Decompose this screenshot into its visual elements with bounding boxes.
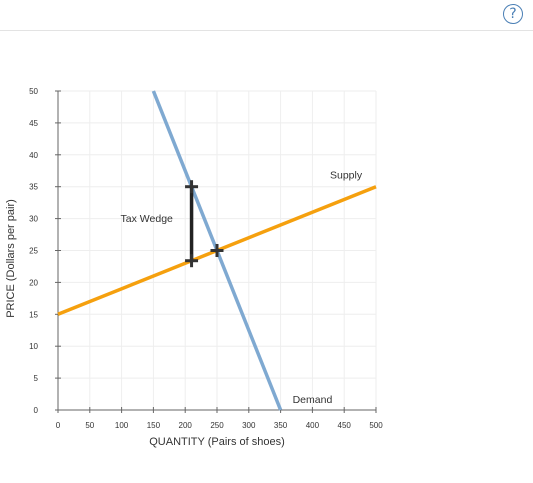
x-tick-label: 150 — [147, 421, 161, 430]
help-button[interactable]: ? — [503, 4, 523, 24]
x-tick-label: 300 — [242, 421, 256, 430]
question-circle-icon: ? — [509, 6, 517, 22]
y-tick-label: 20 — [29, 278, 38, 287]
x-tick-label: 100 — [115, 421, 129, 430]
y-tick-label: 25 — [29, 247, 38, 256]
x-tick-label: 250 — [210, 421, 224, 430]
grid-layer — [57, 90, 377, 411]
supply-label: Supply — [330, 170, 363, 182]
y-tick-label: 0 — [34, 406, 39, 415]
x-tick-label: 0 — [56, 421, 61, 430]
y-axis-title: PRICE (Dollars per pair) — [5, 199, 17, 318]
y-tick-label: 50 — [29, 87, 38, 96]
point-marker — [210, 244, 224, 257]
top-toolbar: ? — [0, 0, 533, 31]
tax-wedge-label: Tax Wedge — [121, 213, 173, 225]
x-tick-label: 450 — [338, 421, 352, 430]
y-tick-label: 10 — [29, 342, 38, 351]
x-tick-label: 400 — [306, 421, 320, 430]
x-tick-label: 500 — [369, 421, 383, 430]
y-tick-label: 40 — [29, 151, 38, 160]
x-tick-label: 200 — [179, 421, 193, 430]
y-tick-label: 15 — [29, 310, 38, 319]
demand-label: Demand — [293, 394, 333, 406]
y-tick-label: 5 — [34, 374, 39, 383]
x-axis-title: QUANTITY (Pairs of shoes) — [149, 436, 285, 448]
marker-layer — [185, 180, 224, 268]
y-tick-label: 45 — [29, 119, 38, 128]
x-tick-label: 350 — [274, 421, 288, 430]
y-tick-label: 35 — [29, 183, 38, 192]
axis-layer: 0 50 100 150 200 250 300 350 400 450 500 0 5 10 15 20 25… — [5, 87, 383, 448]
point-marker — [185, 180, 199, 194]
x-tick-label: 50 — [85, 421, 94, 430]
point-marker — [185, 254, 199, 268]
y-tick-label: 30 — [29, 215, 38, 224]
label-layer: Demand Supply Tax Wedge — [121, 170, 363, 406]
